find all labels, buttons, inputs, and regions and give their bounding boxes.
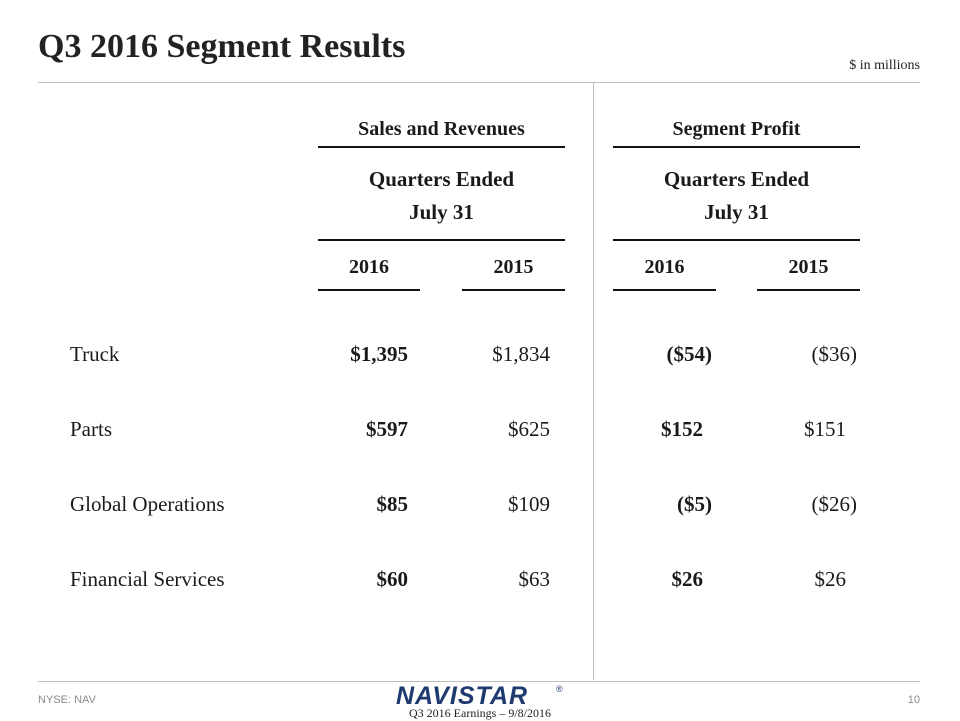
truck-profit-2015: ($36) bbox=[811, 342, 858, 366]
sales-subheading-line1: Quarters Ended bbox=[368, 167, 515, 191]
page-number: 10 bbox=[907, 694, 920, 706]
global-operations-sales-2016: $85 bbox=[376, 492, 409, 516]
financial-services-sales-2015: $63 bbox=[518, 567, 551, 591]
sales-group-label: Sales and Revenues bbox=[358, 118, 525, 140]
profit-year-2015-underline bbox=[757, 289, 860, 291]
row-label-financial-services: Financial Services bbox=[70, 567, 225, 591]
registered-mark: ® bbox=[556, 684, 563, 694]
parts-sales-2015: $625 bbox=[508, 417, 550, 441]
sales-year-2015-underline bbox=[462, 289, 565, 291]
profit-group-label: Segment Profit bbox=[672, 118, 801, 140]
profit-subheading-underline bbox=[613, 239, 860, 241]
navistar-logo-text: NAVISTAR bbox=[396, 682, 528, 708]
truck-sales-2015: $1,834 bbox=[492, 342, 550, 366]
profit-subheading-line2: July 31 bbox=[704, 200, 769, 224]
sales-year-2016-underline bbox=[318, 289, 420, 291]
profit-year-2016: 2016 bbox=[644, 256, 685, 278]
top-divider bbox=[38, 82, 920, 83]
profit-group-underline bbox=[613, 146, 860, 148]
row-label-parts: Parts bbox=[70, 417, 112, 441]
sales-subheading-underline bbox=[318, 239, 565, 241]
parts-profit-2016: $152 bbox=[661, 417, 703, 441]
column-separator bbox=[593, 83, 594, 680]
sales-subheading-line2: July 31 bbox=[409, 200, 474, 224]
bottom-divider bbox=[38, 681, 920, 682]
truck-profit-2016: ($54) bbox=[666, 342, 713, 366]
footer-caption: Q3 2016 Earnings – 9/8/2016 bbox=[409, 706, 551, 720]
global-operations-profit-2016: ($5) bbox=[677, 492, 712, 516]
ticker-label: NYSE: NAV bbox=[38, 694, 96, 706]
financial-services-profit-2015: $26 bbox=[814, 567, 847, 591]
row-label-truck: Truck bbox=[70, 342, 120, 366]
truck-sales-2016: $1,395 bbox=[350, 342, 408, 366]
global-operations-profit-2015: ($26) bbox=[811, 492, 858, 516]
sales-group-underline bbox=[318, 146, 565, 148]
row-label-global-operations: Global Operations bbox=[70, 492, 225, 516]
profit-subheading-line1: Quarters Ended bbox=[663, 167, 810, 191]
global-operations-sales-2015: $109 bbox=[508, 492, 550, 516]
sales-year-2016: 2016 bbox=[349, 256, 389, 278]
financial-services-profit-2016: $26 bbox=[671, 567, 704, 591]
financial-services-sales-2016: $60 bbox=[376, 567, 409, 591]
units-note: $ in millions bbox=[849, 58, 920, 73]
page-title: Q3 2016 Segment Results bbox=[38, 28, 406, 65]
profit-year-2016-underline bbox=[613, 289, 716, 291]
parts-sales-2016: $597 bbox=[366, 417, 408, 441]
sales-year-2015: 2015 bbox=[493, 256, 534, 278]
navistar-logo: NAVISTAR ® bbox=[396, 682, 563, 708]
profit-year-2015: 2015 bbox=[788, 256, 829, 278]
parts-profit-2015: $151 bbox=[804, 417, 846, 441]
